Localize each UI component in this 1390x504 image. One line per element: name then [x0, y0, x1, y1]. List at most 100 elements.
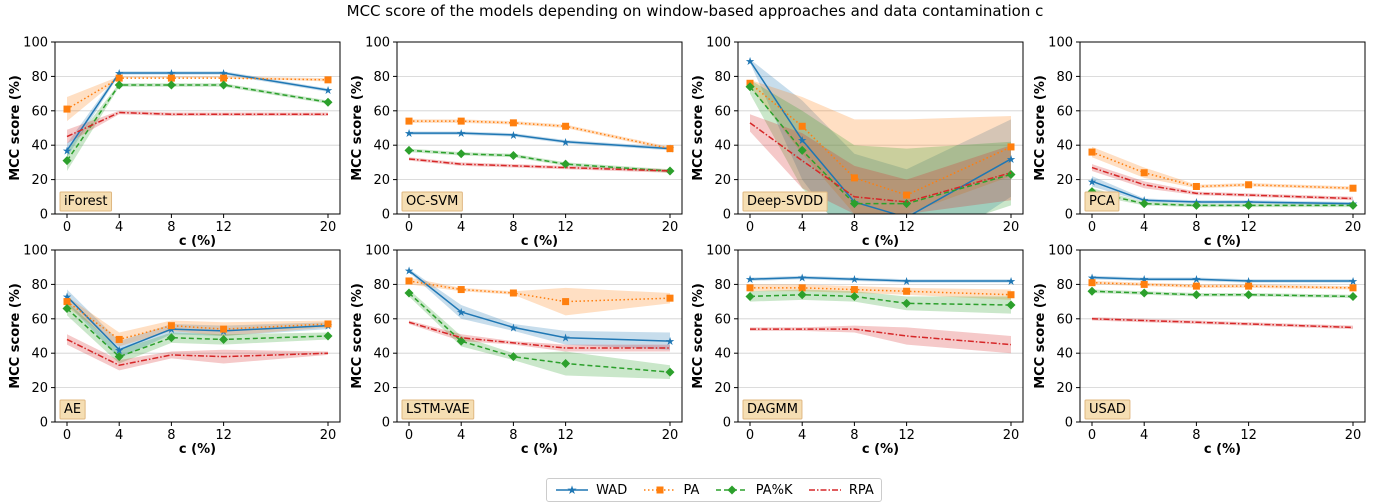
ylabel-deep-svdd: MCC score (%)	[691, 75, 706, 181]
marker-pa-4	[324, 320, 332, 328]
marker-pa-3	[1245, 181, 1253, 189]
xtick-label-20: 20	[662, 220, 679, 235]
ytick-label-20: 20	[714, 173, 731, 188]
marker-wad-3: ★	[561, 136, 571, 149]
xtick-label-4: 4	[798, 428, 806, 443]
marker-papk-0	[1087, 286, 1097, 296]
ytick-label-0: 0	[40, 208, 48, 223]
legend-label-rpa: RPA	[848, 482, 874, 498]
marker-wad-2: ★	[1191, 273, 1201, 286]
xtick-label-20: 20	[320, 220, 337, 235]
axes-frame-usad	[1079, 249, 1366, 423]
line-rpa	[1091, 318, 1354, 329]
ylabel-ae: MCC score (%)	[8, 283, 23, 389]
subplot-label-box-dagmm	[742, 399, 803, 420]
marker-pa-0	[746, 284, 754, 292]
xtick-label-4: 4	[115, 220, 123, 235]
legend-marker-rpa	[808, 489, 841, 491]
ytick-label-0: 0	[382, 208, 390, 223]
subplot-label-dagmm: DAGMM	[742, 399, 803, 420]
band-papk	[1092, 289, 1353, 299]
ytick-label-40: 40	[373, 347, 390, 362]
xtick-label-0: 0	[746, 220, 754, 235]
xtick-label-8: 8	[167, 428, 175, 443]
legend-label-pa: PA	[683, 482, 700, 498]
line-rpa	[749, 122, 1012, 203]
xtick-label-12: 12	[215, 428, 232, 443]
subplot-label-text-ae: AE	[64, 402, 81, 417]
ytick-label-100: 100	[365, 36, 390, 51]
band-wad	[67, 289, 328, 359]
xtick-label-0: 0	[63, 220, 71, 235]
axes-frame-dagmm	[737, 249, 1024, 423]
ytick-label-60: 60	[1056, 312, 1073, 327]
marker-pa-0	[63, 298, 71, 306]
ytick-label-80: 80	[714, 278, 731, 293]
line-rpa	[408, 321, 670, 349]
marker-pa-0	[1088, 148, 1096, 156]
marker-wad-2: ★	[166, 67, 176, 80]
subplot-iforest: 0 20 40 60 80 100 0 4 8 12 20 ★ ★ ★ ★ ★ iForest c (%) MCC …	[8, 36, 341, 249]
xtick-label-4: 4	[457, 428, 465, 443]
marker-wad-3: ★	[902, 275, 912, 288]
band-papk	[67, 83, 328, 171]
marker-pa-4	[666, 145, 674, 153]
marker-papk-2	[166, 333, 176, 343]
marker-papk-2	[1191, 200, 1201, 210]
subplot-label-text-usad: USAD	[1089, 402, 1126, 417]
xtick-label-0: 0	[1088, 220, 1096, 235]
xtick-label-4: 4	[1140, 428, 1148, 443]
xtick-label-12: 12	[1240, 220, 1257, 235]
marker-papk-3	[219, 80, 229, 90]
marker-pa-3	[562, 122, 570, 130]
marker-wad-3: ★	[219, 67, 229, 80]
xtick-label-0: 0	[1088, 428, 1096, 443]
ytick-label-60: 60	[373, 312, 390, 327]
xtick-label-12: 12	[215, 220, 232, 235]
marker-pa-3	[562, 298, 570, 306]
subplot-label-box-deep-svdd	[742, 191, 828, 212]
marker-wad-4: ★	[1348, 275, 1358, 288]
subplot-label-oc-svm: OC-SVM	[401, 191, 463, 212]
legend-marker-pa	[643, 486, 676, 494]
plot-area-dagmm: ★ ★ ★ ★ ★	[745, 272, 1016, 354]
marker-papk-0	[404, 288, 414, 298]
legend-label-pak: PA%K	[755, 482, 793, 498]
ytick-label-40: 40	[373, 139, 390, 154]
xtick-label-8: 8	[1192, 428, 1200, 443]
subplot-pca: 0 20 40 60 80 100 0 4 8 12 20 ★★★★★PCA c (%) MCC scor…	[1033, 36, 1366, 249]
marker-pa-3	[220, 325, 228, 333]
xtick-label-20: 20	[1003, 428, 1020, 443]
marker-wad-0: ★	[1087, 272, 1097, 285]
xtick-label-8: 8	[509, 220, 517, 235]
marker-papk-4	[323, 97, 333, 107]
marker-pa-2	[509, 119, 517, 127]
xlabel-ae: c (%)	[179, 442, 216, 457]
marker-pa-0	[405, 117, 413, 125]
subplot-label-text-lstm-vae: LSTM-VAE	[406, 402, 470, 417]
xlabel-dagmm: c (%)	[862, 442, 899, 457]
plot-area-deep-svdd: ★★★★★	[745, 55, 1016, 224]
ytick-label-40: 40	[714, 139, 731, 154]
marker-wad-0: ★	[745, 273, 755, 286]
marker-wad-3: ★	[902, 211, 912, 224]
xtick-label-12: 12	[557, 220, 574, 235]
marker-pa-2	[167, 322, 175, 330]
axes-frame-lstm-vae	[396, 249, 683, 423]
plot-area-pca: ★★★★★	[1087, 146, 1358, 211]
marker-papk-4	[1006, 169, 1016, 179]
ytick-label-40: 40	[1056, 139, 1073, 154]
band-pa	[750, 79, 1011, 214]
xtick-label-4: 4	[457, 220, 465, 235]
xlabel-deep-svdd: c (%)	[862, 234, 899, 249]
ytick-label-20: 20	[1056, 381, 1073, 396]
xtick-label-8: 8	[850, 428, 858, 443]
marker-pa-3	[1245, 282, 1253, 290]
line-rpa	[750, 328, 1012, 346]
xtick-label-4: 4	[115, 428, 123, 443]
ytick-label-20: 20	[373, 173, 390, 188]
marker-wad-0: ★	[404, 265, 414, 278]
marker-wad-2: ★	[508, 321, 518, 334]
marker-pa-3	[903, 287, 911, 295]
marker-papk-3	[902, 298, 912, 308]
